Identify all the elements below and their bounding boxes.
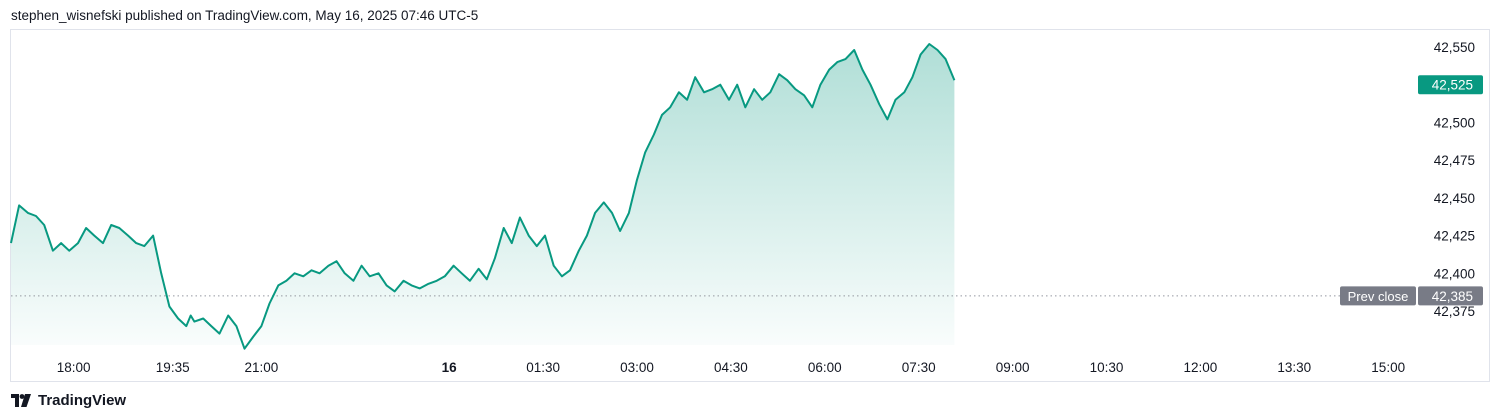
x-axis-tick-label: 13:30 — [1277, 360, 1311, 375]
brand-name: TradingView — [38, 392, 127, 409]
published-note: stephen_wisnefski published on TradingVi… — [11, 8, 479, 23]
y-axis-tick-label: 42,375 — [1434, 304, 1475, 319]
x-axis-tick-label: 16 — [442, 360, 458, 375]
y-axis-tick-label: 42,425 — [1434, 229, 1475, 244]
tradingview-logo-icon — [11, 393, 33, 408]
x-axis-tick-label: 19:35 — [156, 360, 190, 375]
chart-frame — [10, 29, 1490, 382]
y-axis-tick-label: 42,400 — [1434, 266, 1475, 281]
y-axis-tick-label: 42,475 — [1434, 153, 1475, 168]
x-axis-tick-label: 15:00 — [1371, 360, 1405, 375]
x-axis-tick-label: 18:00 — [57, 360, 91, 375]
x-axis-tick-label: 21:00 — [245, 360, 279, 375]
x-axis-tick-label: 06:00 — [808, 360, 842, 375]
x-axis-tick-label: 03:00 — [620, 360, 654, 375]
y-axis-tick-label: 42,500 — [1434, 115, 1475, 130]
price-chart[interactable]: 18:00 19:35 21:00 16 01:30 03:00 04:30 06:00 07:… — [0, 0, 1500, 390]
last-price-tag — [1418, 75, 1483, 95]
x-axis-tick-label: 04:30 — [714, 360, 748, 375]
footer-brand[interactable]: TradingView — [11, 392, 126, 409]
price-area-fill — [11, 44, 955, 349]
prev-close-price-label: 42,385 — [1432, 289, 1473, 304]
x-axis-tick-label: 10:30 — [1090, 360, 1124, 375]
x-axis-tick-label: 12:00 — [1184, 360, 1218, 375]
y-axis-tick-label: 42,450 — [1434, 191, 1475, 206]
price-line-series[interactable] — [10, 43, 956, 350]
x-axis-tick-label: 09:00 — [996, 360, 1030, 375]
prev-close-text: Prev close — [1348, 289, 1409, 304]
x-axis-tick-label: 01:30 — [526, 360, 560, 375]
x-axis-tick-label: 07:30 — [902, 360, 936, 375]
y-axis-tick-label: 42,550 — [1434, 40, 1475, 55]
prev-close-badge — [1340, 286, 1416, 306]
last-price-label: 42,525 — [1432, 78, 1473, 93]
prev-close-price-tag — [1418, 286, 1483, 306]
